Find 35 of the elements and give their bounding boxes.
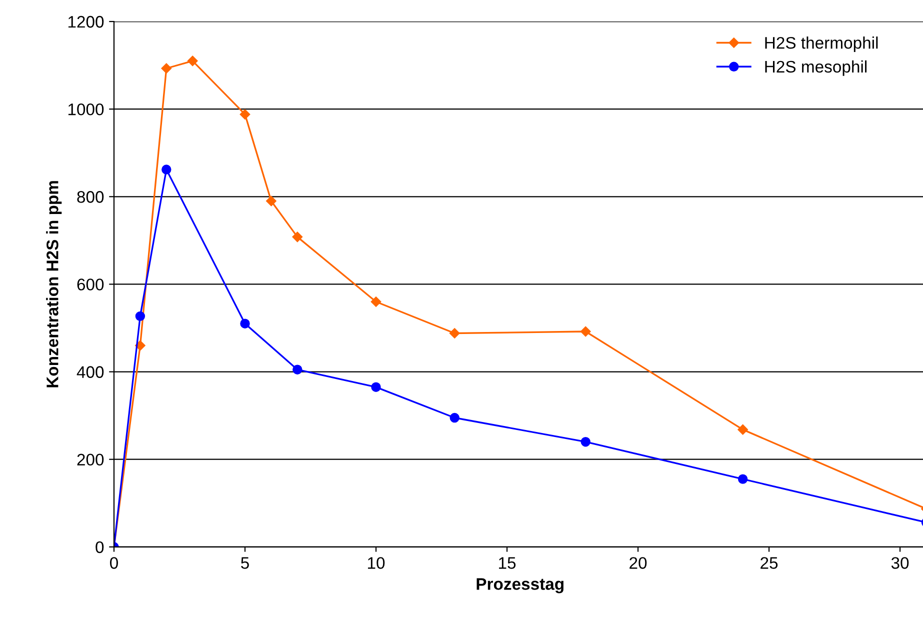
point bbox=[292, 364, 302, 374]
point bbox=[371, 382, 381, 392]
y-tick-label: 1200 bbox=[68, 16, 104, 28]
point bbox=[292, 232, 303, 242]
point bbox=[240, 318, 250, 328]
y-tick-label: 600 bbox=[77, 278, 104, 290]
point bbox=[187, 56, 198, 66]
point bbox=[370, 296, 382, 307]
y-tick-label: 1000 bbox=[68, 103, 104, 116]
x-tick-label: 25 bbox=[760, 557, 778, 569]
legend-label: H2S mesophil bbox=[765, 60, 867, 76]
x-tick-label: 10 bbox=[368, 557, 385, 569]
point bbox=[161, 63, 172, 74]
point bbox=[162, 164, 172, 174]
point bbox=[580, 436, 590, 447]
x-tick-label: 20 bbox=[630, 557, 647, 569]
point bbox=[738, 424, 748, 435]
x-tick-label: 30 bbox=[891, 557, 909, 569]
point bbox=[450, 412, 460, 423]
point bbox=[738, 474, 748, 484]
legend-label: H2S thermophil bbox=[765, 36, 878, 52]
x-tick-label: 5 bbox=[241, 557, 249, 569]
y-tick-label: 200 bbox=[77, 454, 104, 466]
point bbox=[449, 328, 460, 338]
y-axis-title: Konzentration H2S in ppm bbox=[46, 181, 62, 388]
x-axis-title: Prozesstag bbox=[476, 578, 564, 594]
y-tick-label: 0 bbox=[96, 541, 104, 554]
x-tick-label: 0 bbox=[110, 557, 118, 569]
point bbox=[135, 311, 146, 322]
point bbox=[266, 196, 276, 206]
y-tick-label: 800 bbox=[77, 191, 104, 203]
point bbox=[580, 326, 591, 337]
x-tick-label: 15 bbox=[499, 557, 516, 569]
point bbox=[240, 109, 250, 120]
y-tick-label: 400 bbox=[76, 366, 104, 378]
